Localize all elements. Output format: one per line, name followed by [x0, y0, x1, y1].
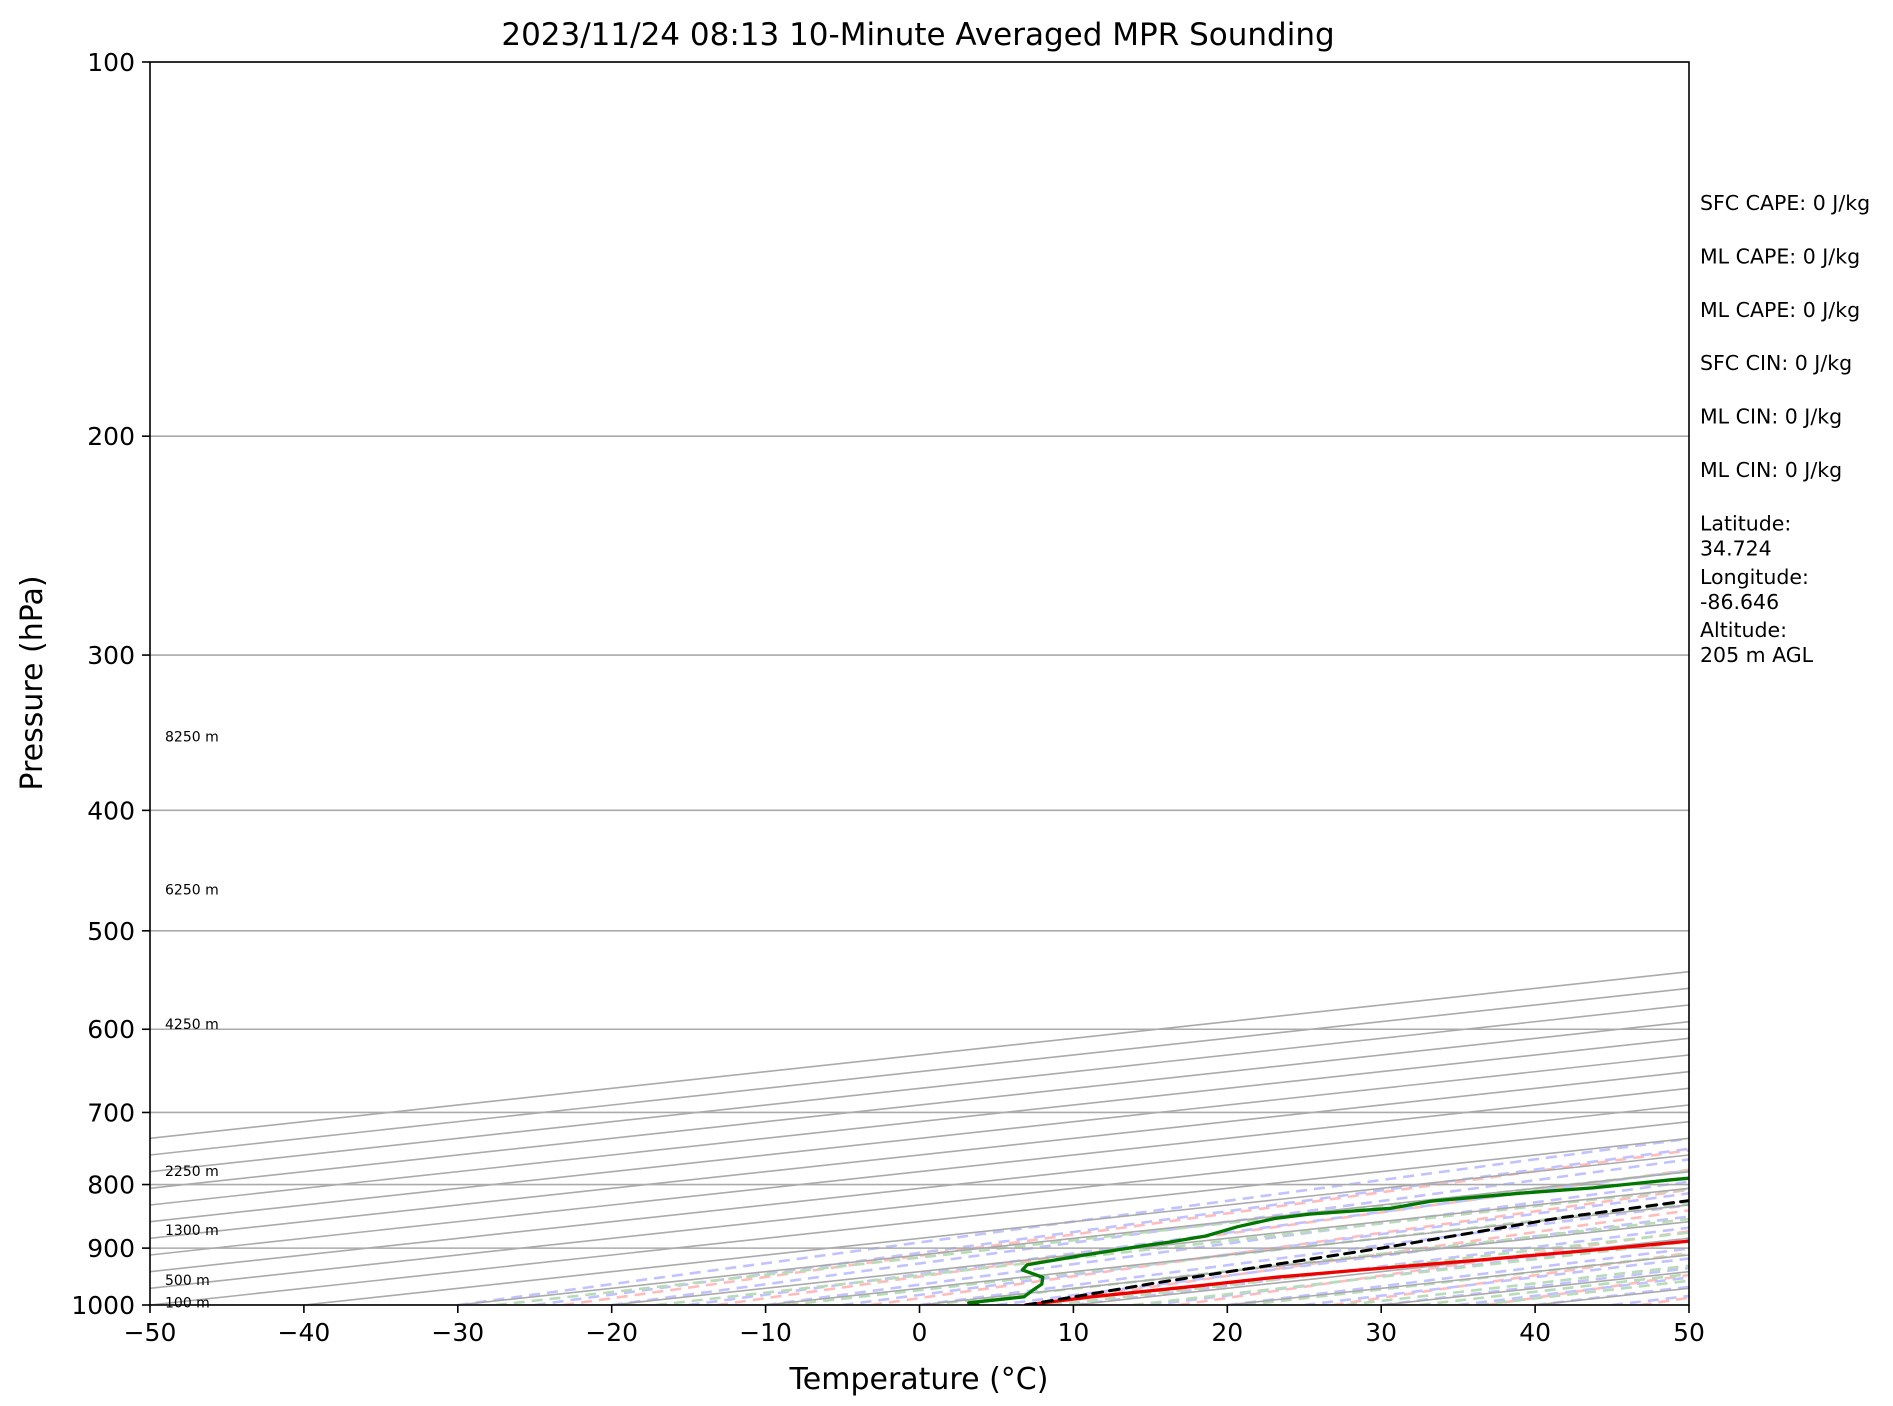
- moist-adiabat-line: [996, 1215, 1689, 1305]
- dry-adiabat-line: [716, 1168, 1689, 1305]
- height-label: 6250 m: [165, 882, 219, 898]
- mixing-ratio-line: [1345, 1264, 1689, 1305]
- stat-line: ML CAPE: 0 J/kg: [1700, 298, 1860, 322]
- x-tick-label: 10: [1057, 1318, 1089, 1347]
- stat-line: -86.646: [1700, 590, 1779, 614]
- stat-line: Longitude:: [1700, 565, 1809, 589]
- stat-text: Altitude: 205 m AGL: [1700, 618, 1814, 667]
- x-tick-label: 30: [1365, 1318, 1397, 1347]
- y-tick-label: 1000: [71, 1291, 135, 1320]
- isotherm-gridline: [150, 987, 1689, 1156]
- isotherm-gridline: [150, 1070, 1689, 1240]
- height-label: 4250 m: [165, 1017, 219, 1033]
- mixing-ratio-line: [655, 1187, 1689, 1305]
- sounding-stats-panel: SFC CAPE: 0 J/kg ML CAPE: 0 J/kg ML CAPE: …: [1700, 191, 1870, 667]
- stat-text: ML CIN: 0 J/kg: [1700, 405, 1842, 429]
- x-axis-label: Temperature (°C): [789, 1362, 1049, 1397]
- y-tick-label: 200: [87, 422, 135, 451]
- stat-line: SFC CIN: 0 J/kg: [1700, 351, 1852, 375]
- moist-adiabat-line: [688, 1169, 1689, 1305]
- mixing-ratio-line: [1132, 1240, 1689, 1305]
- isotherm-gridline: [150, 1087, 1689, 1256]
- dry-adiabat-line: [1024, 1208, 1689, 1305]
- stat-text: SFC CIN: 0 J/kg: [1700, 351, 1852, 375]
- moist-adiabat-line: [534, 1147, 1689, 1305]
- moist-adiabat-line: [842, 1192, 1689, 1305]
- y-tick-label: 600: [87, 1015, 135, 1044]
- height-label: 100 m: [165, 1295, 210, 1311]
- y-tick-label: 500: [87, 917, 135, 946]
- stat-line: Latitude:: [1700, 511, 1791, 535]
- isotherm-gridline: [150, 1037, 1689, 1206]
- x-tick-label: −30: [431, 1318, 484, 1347]
- stat-line: ML CIN: 0 J/kg: [1700, 458, 1842, 482]
- isotherm-gridline: [150, 1054, 1689, 1223]
- y-tick-label: 900: [87, 1234, 135, 1263]
- x-tick-label: 20: [1211, 1318, 1243, 1347]
- y-tick-label: 700: [87, 1098, 135, 1127]
- stat-line: SFC CAPE: 0 J/kg: [1700, 191, 1870, 215]
- stat-text: Longitude: -86.646: [1700, 565, 1809, 614]
- isotherm-gridline: [150, 1004, 1689, 1173]
- stat-text: ML CAPE: 0 J/kg: [1700, 244, 1860, 268]
- stat-line: ML CAPE: 0 J/kg: [1700, 244, 1860, 268]
- height-label: 8250 m: [165, 730, 219, 746]
- plot-area: [150, 62, 1689, 1305]
- sounding-traces: [967, 1176, 1689, 1305]
- x-tick-label: −50: [124, 1318, 177, 1347]
- chart-title: 2023/11/24 08:13 10-Minute Averaged MPR …: [501, 17, 1334, 53]
- y-tick-label: 400: [87, 796, 135, 825]
- stat-line: Altitude:: [1700, 618, 1787, 642]
- isotherm-gridline: [150, 970, 1689, 1140]
- isotherm-gridline: [150, 1020, 1689, 1190]
- stat-line: ML CIN: 0 J/kg: [1700, 405, 1842, 429]
- height-label: 2250 m: [165, 1164, 219, 1180]
- y-tick-label: 100: [87, 48, 135, 77]
- parcel-trace: [1024, 1199, 1689, 1305]
- moist-adiabat-line: [457, 1137, 1689, 1305]
- x-axis: −50 −40 −30 −20 −10 0 10 20 30 40 50: [124, 1305, 1705, 1347]
- stat-text: ML CIN: 0 J/kg: [1700, 458, 1842, 482]
- stat-text: SFC CAPE: 0 J/kg: [1700, 191, 1870, 215]
- y-tick-label: 800: [87, 1171, 135, 1200]
- stat-text: Latitude: 34.724: [1700, 511, 1791, 560]
- mixing-ratio-line: [787, 1202, 1689, 1305]
- dewpoint-trace: [967, 1176, 1689, 1305]
- x-tick-label: −10: [739, 1318, 792, 1347]
- x-tick-label: −20: [585, 1318, 638, 1347]
- y-tick-label: 300: [87, 641, 135, 670]
- x-tick-label: 0: [912, 1318, 928, 1347]
- stat-line: 34.724: [1700, 536, 1772, 560]
- height-label: 500 m: [165, 1273, 210, 1289]
- y-axis: 100 200 300 400 500 600 700 800 900 1000: [71, 48, 150, 1320]
- stat-line: 205 m AGL: [1700, 643, 1814, 667]
- height-label: 1300 m: [165, 1223, 219, 1239]
- stat-text: ML CAPE: 0 J/kg: [1700, 298, 1860, 322]
- height-labels: 100 m 500 m 1300 m 2250 m 4250 m 6250 m 8250 m: [165, 730, 219, 1312]
- y-axis-label: Pressure (hPa): [15, 575, 50, 790]
- x-tick-label: 40: [1519, 1318, 1551, 1347]
- x-tick-label: 50: [1673, 1318, 1705, 1347]
- x-tick-label: −40: [278, 1318, 331, 1347]
